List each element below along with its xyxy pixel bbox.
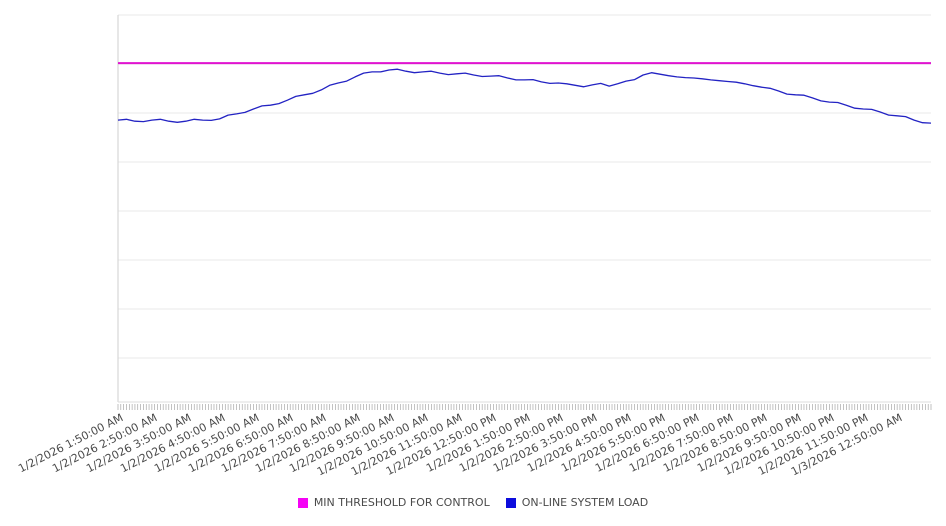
x-axis-minor-ticks bbox=[117, 404, 932, 410]
online-system-load-line bbox=[117, 68, 932, 124]
legend: MIN THRESHOLD FOR CONTROL ON-LINE SYSTEM… bbox=[0, 497, 946, 509]
legend-label-min-threshold: MIN THRESHOLD FOR CONTROL bbox=[313, 496, 490, 509]
legend-item-min-threshold[interactable]: MIN THRESHOLD FOR CONTROL bbox=[297, 496, 490, 509]
legend-label-online-system-load: ON-LINE SYSTEM LOAD bbox=[521, 496, 649, 509]
legend-item-online-system-load[interactable]: ON-LINE SYSTEM LOAD bbox=[505, 496, 649, 509]
legend-swatch-online-system-load-icon bbox=[505, 498, 516, 508]
legend-swatch-min-threshold-icon bbox=[297, 498, 308, 508]
